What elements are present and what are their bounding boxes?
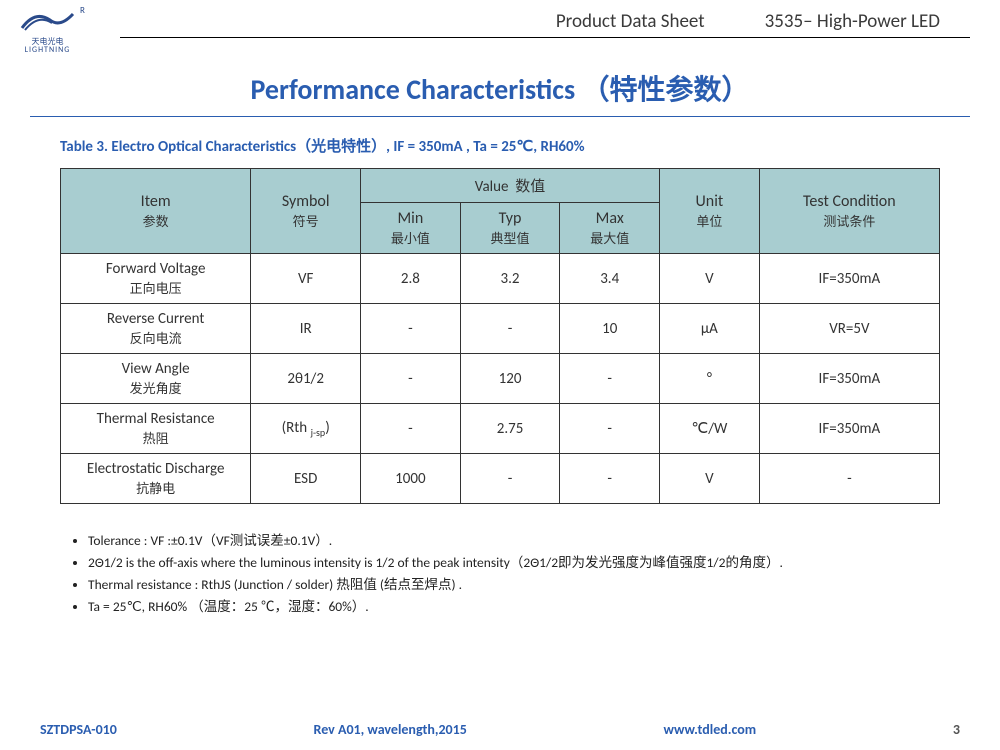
cell-max: - xyxy=(560,354,660,404)
th-max: Max最大值 xyxy=(560,203,660,254)
th-value: Value 数值 xyxy=(361,169,660,203)
cell-min: 1000 xyxy=(361,454,461,504)
cell-max: 10 xyxy=(560,304,660,354)
cell-cond: IF=350mA xyxy=(759,404,939,454)
cell-symbol: ESD xyxy=(251,454,361,504)
cell-cond: VR=5V xyxy=(759,304,939,354)
cell-max: - xyxy=(560,454,660,504)
cell-unit: V xyxy=(660,254,760,304)
cell-min: 2.8 xyxy=(361,254,461,304)
cell-unit: ℃/W xyxy=(660,404,760,454)
th-symbol: Symbol符号 xyxy=(251,169,361,254)
th-item: Item参数 xyxy=(61,169,251,254)
notes-section: Tolerance : VF :±0.1V（VF测试误差±0.1V）.2Θ1/2… xyxy=(70,529,940,615)
revision: Rev A01, wavelength,2015 xyxy=(314,721,467,738)
logo-en-text: LIGHTNING xyxy=(20,45,75,55)
header-bar: Product Data Sheet 3535– High-Power LED xyxy=(120,0,970,38)
page-number: 3 xyxy=(953,721,960,738)
table-caption: Table 3. Electro Optical Characteristics… xyxy=(60,135,1000,156)
cell-item: Forward Voltage正向电压 xyxy=(61,254,251,304)
th-unit: Unit单位 xyxy=(660,169,760,254)
cell-item: Electrostatic Discharge抗静电 xyxy=(61,454,251,504)
cell-item: Thermal Resistance热阻 xyxy=(61,404,251,454)
page-title: Performance Characteristics （特性参数） xyxy=(0,68,1000,108)
logo-mark xyxy=(20,8,75,36)
logo: 天电光电 LIGHTNING xyxy=(20,8,75,55)
cell-min: - xyxy=(361,304,461,354)
table-row: Forward Voltage正向电压VF2.83.23.4VIF=350mA xyxy=(61,254,940,304)
cell-item: Reverse Current反向电流 xyxy=(61,304,251,354)
th-min: Min最小值 xyxy=(361,203,461,254)
table-row: Electrostatic Discharge抗静电ESD1000--V- xyxy=(61,454,940,504)
cell-symbol: VF xyxy=(251,254,361,304)
cell-min: - xyxy=(361,404,461,454)
title-underline xyxy=(30,116,970,117)
note-item: Thermal resistance : RthJS (Junction / s… xyxy=(88,573,940,593)
cell-symbol: 2θ1/2 xyxy=(251,354,361,404)
cell-typ: 3.2 xyxy=(460,254,560,304)
cell-item: View Angle发光角度 xyxy=(61,354,251,404)
note-item: 2Θ1/2 is the off-axis where the luminous… xyxy=(88,551,940,571)
cell-typ: - xyxy=(460,304,560,354)
footer-url: www.tdled.com xyxy=(664,721,757,738)
cell-cond: - xyxy=(759,454,939,504)
product-name: 3535– High-Power LED xyxy=(765,10,940,33)
cell-symbol: (Rth j-sp) xyxy=(251,404,361,454)
cell-max: - xyxy=(560,404,660,454)
note-item: Tolerance : VF :±0.1V（VF测试误差±0.1V）. xyxy=(88,529,940,549)
cell-unit: μA xyxy=(660,304,760,354)
cell-max: 3.4 xyxy=(560,254,660,304)
cell-typ: - xyxy=(460,454,560,504)
note-item: Ta = 25℃, RH60% （温度：25 ℃，湿度：60%）. xyxy=(88,595,940,615)
cell-cond: IF=350mA xyxy=(759,254,939,304)
cell-min: - xyxy=(361,354,461,404)
cell-unit: V xyxy=(660,454,760,504)
table-row: View Angle发光角度2θ1/2-120-°IF=350mA xyxy=(61,354,940,404)
footer: SZTDPSA-010 Rev A01, wavelength,2015 www… xyxy=(0,721,1000,738)
cell-unit: ° xyxy=(660,354,760,404)
cell-cond: IF=350mA xyxy=(759,354,939,404)
registered-mark: R xyxy=(80,5,85,16)
cell-symbol: IR xyxy=(251,304,361,354)
table-row: Reverse Current反向电流IR--10μAVR=5V xyxy=(61,304,940,354)
cell-typ: 120 xyxy=(460,354,560,404)
table-row: Thermal Resistance热阻(Rth j-sp)-2.75-℃/WI… xyxy=(61,404,940,454)
characteristics-table: Item参数 Symbol符号 Value 数值 Unit单位 Test Con… xyxy=(60,168,940,504)
cell-typ: 2.75 xyxy=(460,404,560,454)
doc-type: Product Data Sheet xyxy=(556,10,705,33)
th-typ: Typ典型值 xyxy=(460,203,560,254)
doc-id: SZTDPSA-010 xyxy=(40,721,117,738)
th-condition: Test Condition测试条件 xyxy=(759,169,939,254)
